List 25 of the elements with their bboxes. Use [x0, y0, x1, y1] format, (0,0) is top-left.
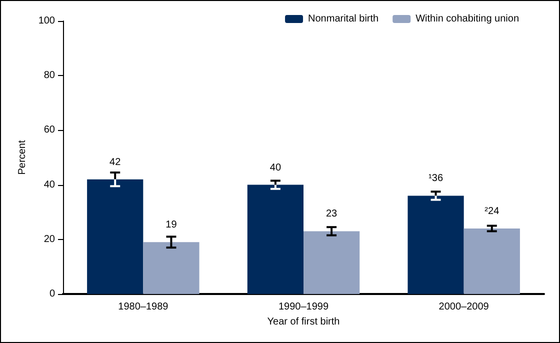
y-tick-label: 100 [38, 16, 56, 26]
y-tick-label: 0 [49, 288, 56, 300]
bar [304, 231, 360, 294]
data-label: 40 [270, 162, 282, 174]
bar [464, 228, 520, 294]
bar [408, 196, 464, 294]
x-tick-label: 2000–2009 [438, 302, 490, 312]
legend-label: Within cohabiting union [416, 14, 520, 24]
data-label: 23 [326, 208, 338, 220]
bar [87, 179, 144, 294]
y-tick-label: 60 [44, 124, 56, 136]
x-tick-label: 1990–1999 [278, 302, 329, 312]
x-axis-title: Year of first birth [267, 316, 340, 328]
data-label: ¹36 [428, 173, 444, 184]
x-tick-label: 1980–1989 [118, 302, 169, 312]
y-tick-label: 80 [44, 70, 56, 82]
data-label: 19 [166, 220, 178, 231]
bar [247, 184, 304, 294]
y-axis-title: Percent [16, 140, 28, 175]
legend-label: Nonmarital birth [308, 14, 379, 24]
data-label: ²24 [484, 206, 500, 217]
data-label: 42 [110, 156, 122, 168]
bar [143, 242, 200, 294]
y-tick-label: 20 [44, 234, 56, 245]
y-tick-label: 40 [44, 179, 56, 190]
